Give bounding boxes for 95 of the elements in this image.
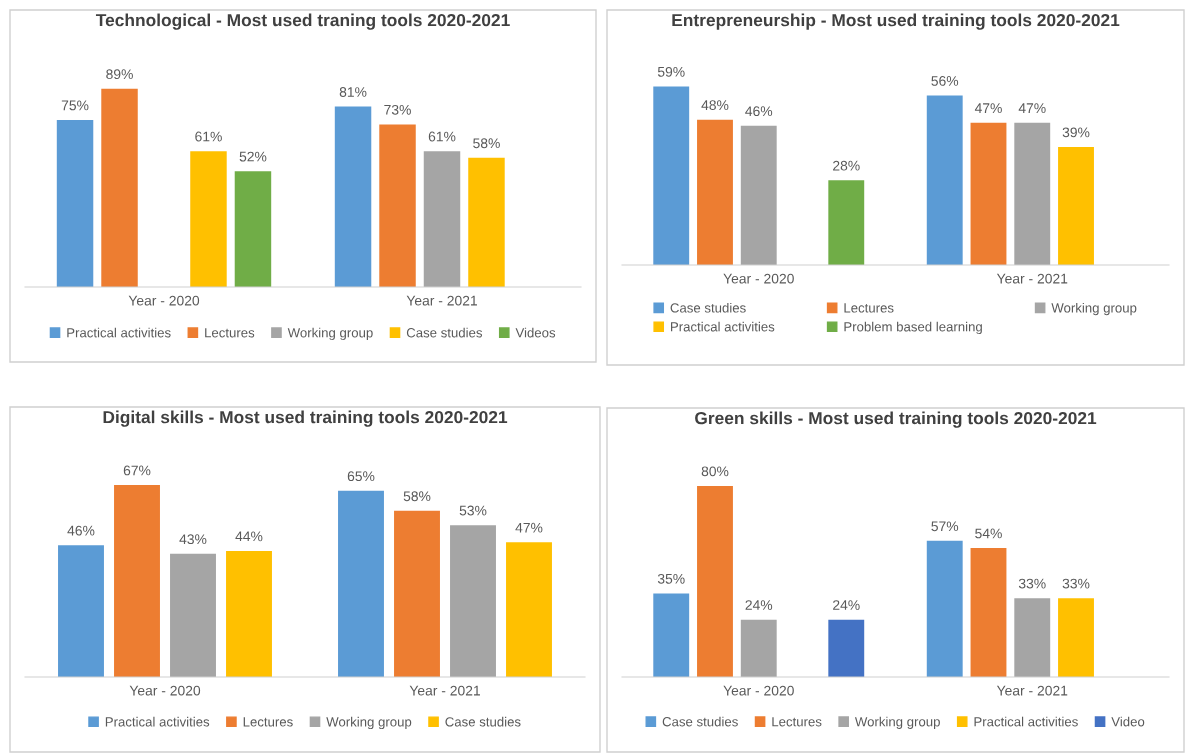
bar [970, 548, 1007, 677]
x-tick-label: Year - 2021 [406, 295, 477, 306]
bar [828, 180, 865, 265]
bar [114, 485, 160, 677]
data-label: 33% [1062, 578, 1090, 589]
legend-label: Case studies [406, 327, 483, 338]
bar [101, 88, 138, 287]
data-label: 65% [347, 471, 375, 482]
x-tick-label: Year - 2020 [128, 295, 200, 306]
data-label: 47% [1018, 103, 1046, 113]
bar [697, 485, 733, 677]
bar [1058, 598, 1094, 677]
data-label: 80% [701, 466, 729, 477]
legend-label: Lectures [844, 303, 894, 313]
legend-label: Case studies [445, 716, 521, 727]
data-label: 47% [974, 103, 1002, 113]
data-label: 28% [833, 160, 860, 171]
chart-title: Entrepreneurship - Most used training tools 2020-2021 [672, 13, 1120, 30]
bar [740, 619, 777, 677]
legend-label: Practical activities [105, 716, 210, 727]
legend-label: Practical activities [671, 321, 775, 332]
data-label: 35% [657, 573, 685, 584]
bar [468, 157, 505, 287]
x-tick-label: Year - 2020 [723, 273, 794, 284]
data-label: 61% [195, 131, 222, 142]
bar [926, 95, 963, 265]
legend-label: Videos [515, 327, 556, 338]
data-label: 33% [1018, 578, 1046, 589]
data-label: 54% [975, 528, 1002, 539]
chart-title: Green skills - Most used training tools 2020-2021 [695, 411, 1097, 428]
legend-label: Working group [854, 716, 940, 729]
legend-label: Working group [326, 716, 412, 730]
bar [56, 119, 94, 287]
data-label: 67% [123, 465, 151, 476]
chart-title: Digital skills - Most used training tools 2020-2021 [103, 410, 508, 427]
data-label: 58% [473, 138, 500, 149]
legend-label: Practical activities [974, 716, 1078, 727]
data-label: 48% [701, 100, 729, 111]
bar [334, 106, 372, 287]
legend-label: Lectures [205, 328, 255, 338]
bar [379, 124, 416, 287]
bar [170, 553, 216, 677]
data-label: 73% [384, 104, 411, 115]
legend-label: Case studies [670, 302, 746, 313]
data-label: 58% [403, 491, 431, 502]
bar [653, 593, 690, 677]
data-label: 44% [235, 531, 263, 542]
legend-label: Working group [1051, 302, 1137, 316]
bar [423, 151, 461, 287]
x-tick-label: Year - 2020 [129, 685, 201, 696]
x-tick-label: Year - 2021 [996, 685, 1068, 696]
data-label: 89% [106, 69, 133, 80]
data-label: 47% [515, 522, 543, 533]
bar [926, 540, 963, 677]
legend-label: Practical activities [67, 327, 171, 338]
bar [653, 86, 690, 265]
bar [190, 151, 227, 287]
bar [226, 550, 272, 677]
data-label: 75% [61, 100, 89, 111]
data-label: 53% [459, 505, 487, 516]
bar [1014, 598, 1051, 677]
bar [828, 619, 865, 677]
bar [740, 125, 777, 265]
data-label: 43% [179, 534, 207, 545]
legend-label: Problem based learning [844, 321, 982, 335]
data-label: 24% [833, 600, 860, 610]
x-tick-label: Year - 2021 [996, 273, 1068, 284]
bar [1014, 122, 1051, 265]
x-tick-label: Year - 2021 [409, 685, 480, 696]
chart-title: Technological - Most used traning tools 2020-2021 [95, 13, 510, 30]
data-label: 57% [931, 521, 959, 532]
legend-label: Lectures [243, 717, 293, 727]
legend-label: Case studies [662, 716, 738, 727]
data-label: 24% [745, 600, 773, 610]
bar [338, 490, 384, 677]
bar [697, 119, 733, 265]
legend-label: Video [1111, 716, 1145, 727]
data-label: 39% [1062, 127, 1090, 138]
data-label: 46% [745, 106, 773, 117]
data-label: 52% [239, 151, 267, 162]
bar [1058, 146, 1094, 265]
bar [506, 542, 552, 677]
data-label: 59% [657, 66, 685, 77]
legend-label: Lectures [772, 717, 822, 727]
x-tick-label: Year - 2020 [723, 685, 794, 696]
data-label: 46% [67, 525, 95, 536]
bar [234, 171, 272, 287]
legend-label: Working group [287, 327, 373, 341]
data-label: 56% [931, 75, 959, 86]
data-label: 61% [428, 131, 456, 142]
bar [394, 510, 440, 677]
data-label: 81% [339, 87, 367, 97]
bar [58, 545, 104, 677]
bar [970, 122, 1007, 265]
bar [450, 525, 496, 677]
